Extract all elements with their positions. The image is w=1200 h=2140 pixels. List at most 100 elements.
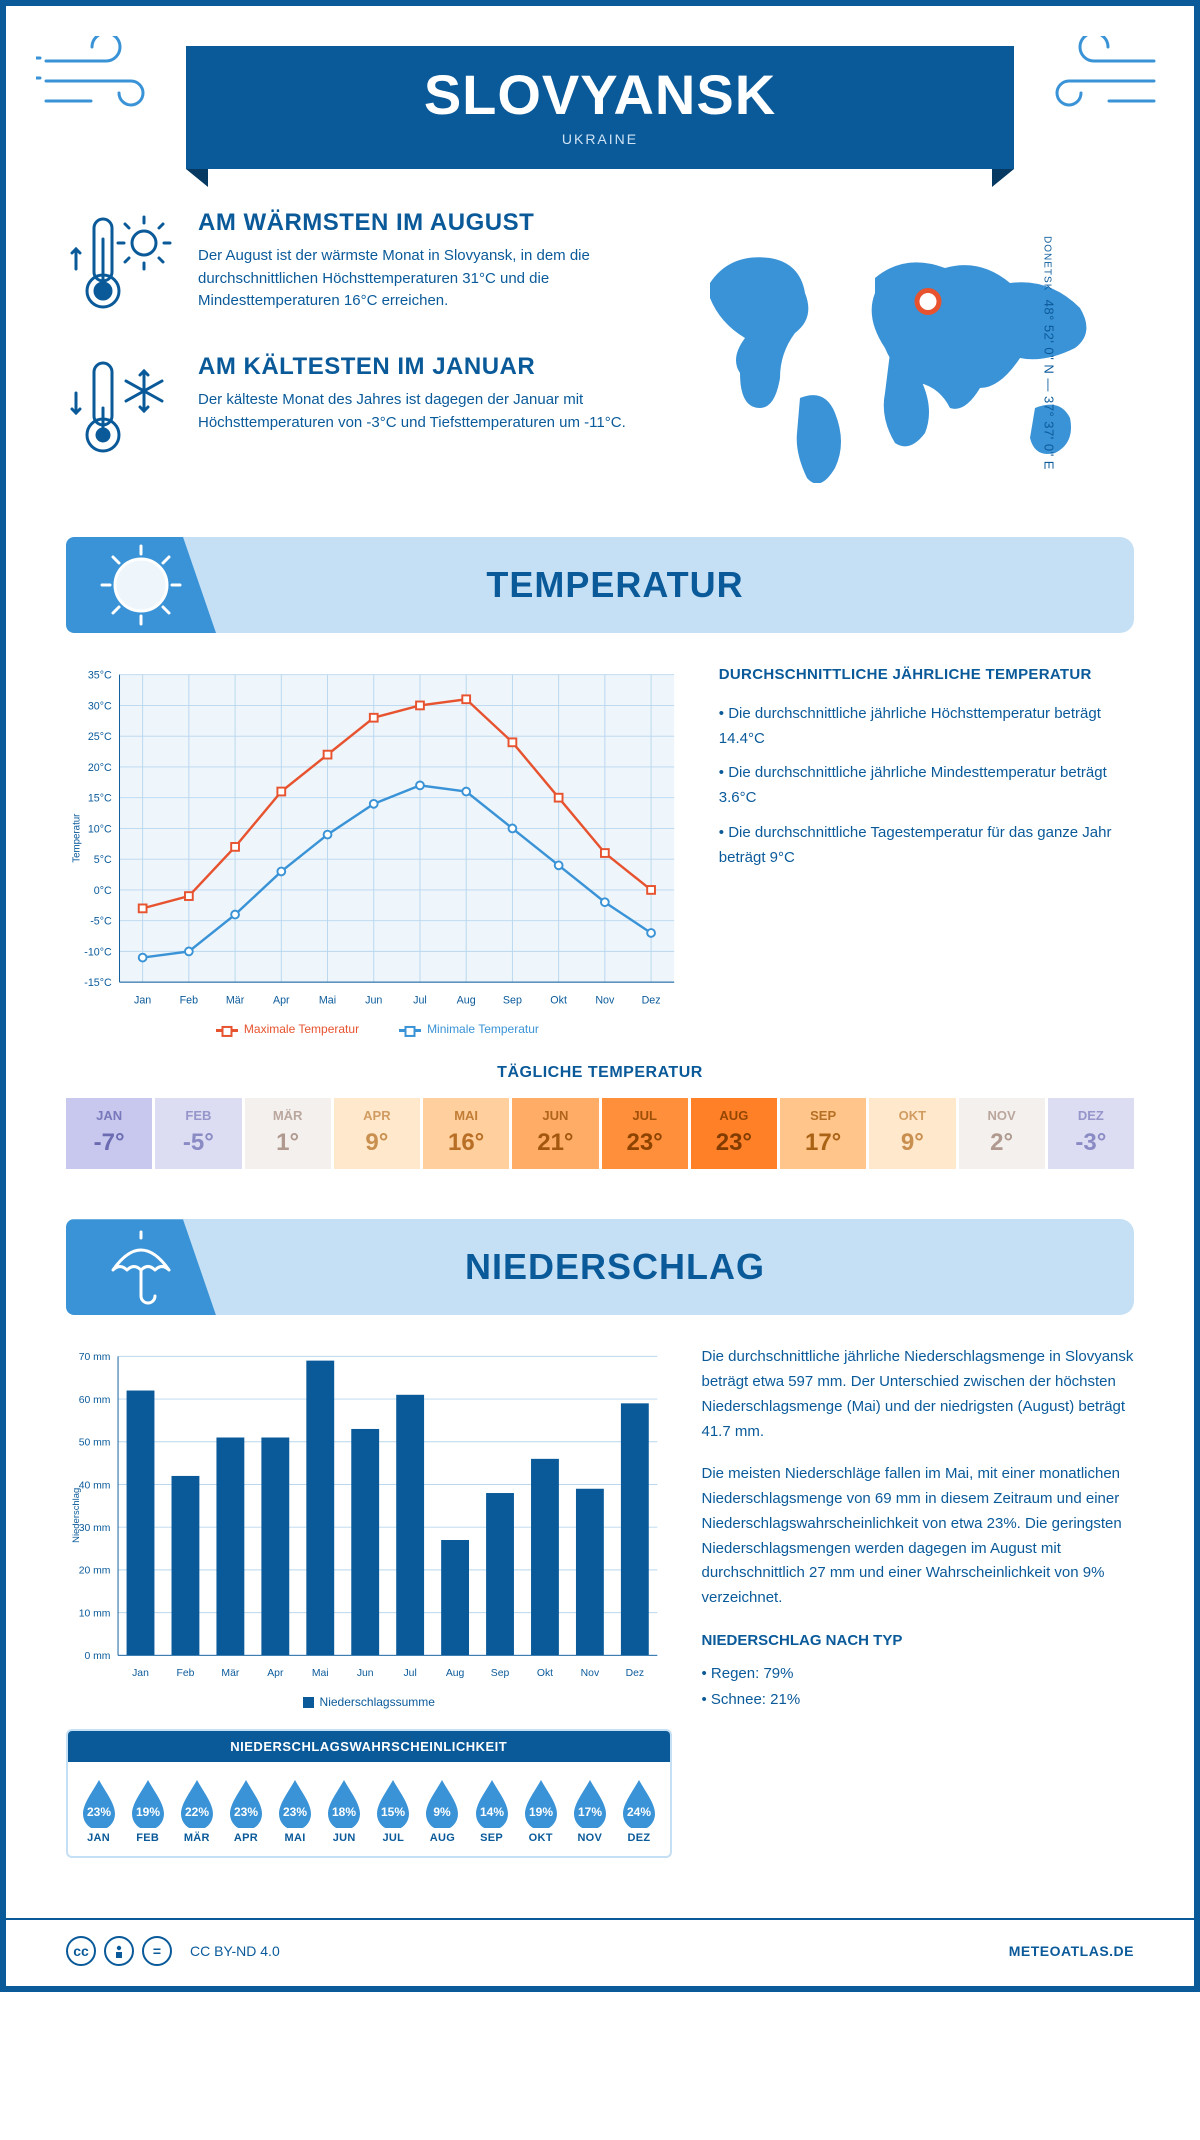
fact-cold-title: AM KÄLTESTEN IM JANUAR bbox=[198, 353, 627, 381]
svg-text:30°C: 30°C bbox=[88, 700, 112, 712]
nd-icon: = bbox=[142, 1936, 172, 1966]
fact-warm-text: Der August ist der wärmste Monat in Slov… bbox=[198, 245, 627, 313]
svg-text:Sep: Sep bbox=[503, 995, 522, 1007]
location-pin-icon bbox=[913, 287, 943, 322]
svg-text:23%: 23% bbox=[234, 1805, 258, 1819]
svg-text:10°C: 10°C bbox=[88, 823, 112, 835]
daily-temp-cell: OKT9° bbox=[869, 1098, 955, 1169]
section-banner-temperature: TEMPERATUR bbox=[66, 537, 1134, 633]
daily-temp-cell: DEZ-3° bbox=[1048, 1098, 1134, 1169]
precip-prob-drop: 23%MAI bbox=[273, 1776, 318, 1844]
daily-temp-cell: MÄR1° bbox=[245, 1098, 331, 1169]
svg-text:Aug: Aug bbox=[457, 995, 476, 1007]
sun-icon bbox=[66, 537, 216, 633]
svg-text:Nov: Nov bbox=[595, 995, 615, 1007]
svg-text:Feb: Feb bbox=[180, 995, 198, 1007]
svg-text:Temperatur: Temperatur bbox=[72, 813, 83, 863]
chart-legend: Maximale Temperatur Minimale Temperatur bbox=[66, 1022, 689, 1036]
precip-prob-drop: 24%DEZ bbox=[616, 1776, 661, 1844]
svg-text:70 mm: 70 mm bbox=[79, 1352, 111, 1363]
svg-text:18%: 18% bbox=[332, 1805, 356, 1819]
country-subtitle: UKRAINE bbox=[226, 131, 974, 147]
svg-text:40 mm: 40 mm bbox=[79, 1481, 111, 1492]
svg-text:50 mm: 50 mm bbox=[79, 1438, 111, 1449]
svg-text:Jul: Jul bbox=[403, 1668, 416, 1679]
precip-prob-drop: 17%NOV bbox=[567, 1776, 612, 1844]
daily-temp-cell: APR9° bbox=[334, 1098, 420, 1169]
svg-text:Nov: Nov bbox=[581, 1668, 600, 1679]
world-map: DONETSK 48° 52' 0" N — 37° 37' 0" E bbox=[667, 209, 1134, 497]
svg-text:Dez: Dez bbox=[642, 995, 661, 1007]
svg-text:-10°C: -10°C bbox=[84, 946, 112, 958]
svg-text:Apr: Apr bbox=[267, 1668, 284, 1679]
wind-icon-right bbox=[1034, 36, 1164, 131]
section-banner-precip: NIEDERSCHLAG bbox=[66, 1219, 1134, 1315]
by-icon bbox=[104, 1936, 134, 1966]
cc-icon: cc bbox=[66, 1936, 96, 1966]
fact-cold-text: Der kälteste Monat des Jahres ist dagege… bbox=[198, 389, 627, 434]
fact-warm-title: AM WÄRMSTEN IM AUGUST bbox=[198, 209, 627, 237]
precip-prob-drop: 23%APR bbox=[223, 1776, 268, 1844]
svg-text:Jun: Jun bbox=[365, 995, 382, 1007]
svg-text:Mär: Mär bbox=[226, 995, 245, 1007]
daily-temp-cell: SEP17° bbox=[780, 1098, 866, 1169]
svg-text:10 mm: 10 mm bbox=[79, 1609, 111, 1620]
svg-text:5°C: 5°C bbox=[94, 854, 112, 866]
svg-text:19%: 19% bbox=[529, 1805, 553, 1819]
svg-text:24%: 24% bbox=[627, 1805, 651, 1819]
svg-text:20°C: 20°C bbox=[88, 762, 112, 774]
precip-prob-drop: 9%AUG bbox=[420, 1776, 465, 1844]
svg-text:Okt: Okt bbox=[537, 1668, 553, 1679]
svg-text:9%: 9% bbox=[434, 1805, 452, 1819]
section-title-precip: NIEDERSCHLAG bbox=[216, 1246, 1134, 1288]
precip-prob-drop: 15%JUL bbox=[371, 1776, 416, 1844]
coordinates-label: DONETSK 48° 52' 0" N — 37° 37' 0" E bbox=[1042, 236, 1057, 470]
svg-text:Jan: Jan bbox=[132, 1668, 149, 1679]
svg-text:30 mm: 30 mm bbox=[79, 1523, 111, 1534]
svg-text:Jun: Jun bbox=[357, 1668, 374, 1679]
precip-prob-drop: 19%OKT bbox=[518, 1776, 563, 1844]
svg-text:15%: 15% bbox=[381, 1805, 405, 1819]
wind-icon-left bbox=[36, 36, 166, 131]
thermometer-sun-icon bbox=[66, 209, 176, 319]
svg-text:0°C: 0°C bbox=[94, 885, 112, 897]
svg-text:Jan: Jan bbox=[134, 995, 151, 1007]
bar-legend: Niederschlagssumme bbox=[66, 1695, 672, 1709]
header-banner: SLOVYANSK UKRAINE bbox=[186, 46, 1014, 169]
svg-text:Niederschlag: Niederschlag bbox=[71, 1488, 82, 1543]
svg-text:14%: 14% bbox=[480, 1805, 504, 1819]
svg-text:15°C: 15°C bbox=[88, 793, 112, 805]
svg-text:23%: 23% bbox=[87, 1805, 111, 1819]
daily-temp-cell: JAN-7° bbox=[66, 1098, 152, 1169]
license-icons: cc = CC BY-ND 4.0 bbox=[66, 1936, 280, 1966]
daily-temp-cell: JUN21° bbox=[512, 1098, 598, 1169]
svg-text:22%: 22% bbox=[185, 1805, 209, 1819]
daily-temp-cell: NOV2° bbox=[959, 1098, 1045, 1169]
svg-text:-15°C: -15°C bbox=[84, 977, 112, 989]
daily-temp-cell: FEB-5° bbox=[155, 1098, 241, 1169]
svg-text:Mai: Mai bbox=[312, 1668, 329, 1679]
fact-warmest: AM WÄRMSTEN IM AUGUST Der August ist der… bbox=[66, 209, 627, 319]
temperature-line-chart: -15°C-10°C-5°C0°C5°C10°C15°C20°C25°C30°C… bbox=[66, 663, 689, 1036]
thermometer-snow-icon bbox=[66, 353, 176, 463]
precip-prob-drop: 14%SEP bbox=[469, 1776, 514, 1844]
svg-text:Mai: Mai bbox=[319, 995, 336, 1007]
svg-text:19%: 19% bbox=[136, 1805, 160, 1819]
svg-text:17%: 17% bbox=[578, 1805, 602, 1819]
daily-temp-cell: MAI16° bbox=[423, 1098, 509, 1169]
svg-text:Apr: Apr bbox=[273, 995, 290, 1007]
daily-temperature-grid: JAN-7°FEB-5°MÄR1°APR9°MAI16°JUN21°JUL23°… bbox=[66, 1098, 1134, 1169]
precip-summary: Die durchschnittliche jährliche Niedersc… bbox=[702, 1345, 1135, 1858]
precip-probability-box: NIEDERSCHLAGSWAHRSCHEINLICHKEIT 23%JAN19… bbox=[66, 1729, 672, 1858]
svg-text:60 mm: 60 mm bbox=[79, 1395, 111, 1406]
temperature-summary: DURCHSCHNITTLICHE JÄHRLICHE TEMPERATUR •… bbox=[719, 663, 1134, 1036]
umbrella-icon bbox=[66, 1219, 216, 1315]
brand-label: METEOATLAS.DE bbox=[1009, 1943, 1134, 1959]
svg-text:Aug: Aug bbox=[446, 1668, 465, 1679]
footer: cc = CC BY-ND 4.0 METEOATLAS.DE bbox=[6, 1918, 1194, 1986]
precipitation-bar-chart: 0 mm10 mm20 mm30 mm40 mm50 mm60 mm70 mmJ… bbox=[66, 1345, 672, 1709]
fact-coldest: AM KÄLTESTEN IM JANUAR Der kälteste Mona… bbox=[66, 353, 627, 463]
precip-prob-drop: 19%FEB bbox=[125, 1776, 170, 1844]
svg-text:Dez: Dez bbox=[626, 1668, 644, 1679]
svg-text:0 mm: 0 mm bbox=[84, 1651, 110, 1662]
